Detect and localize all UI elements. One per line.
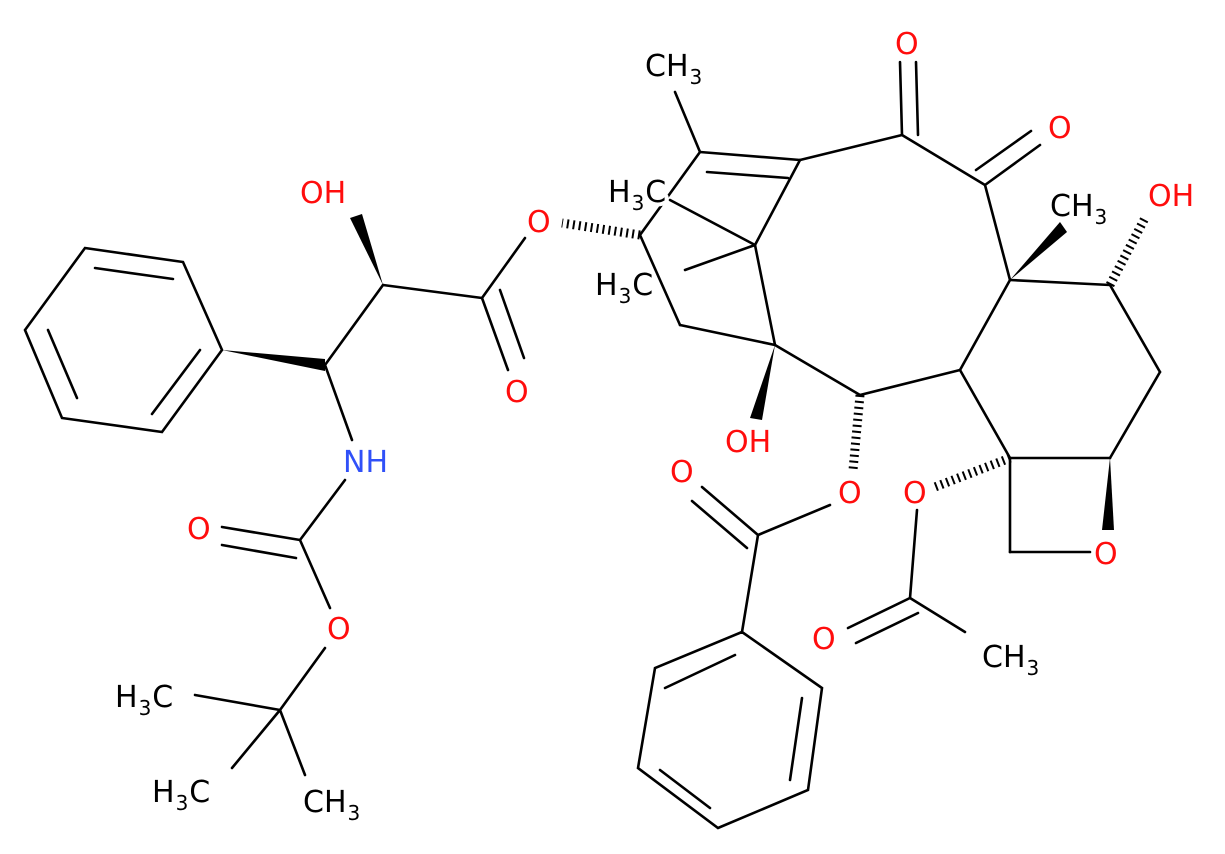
atom-label: CH <box>982 640 1026 675</box>
atom-label: OH <box>1148 179 1194 214</box>
stereo-bonds <box>222 214 1149 530</box>
atom-subscript: 3 <box>619 284 632 308</box>
atom-label: O <box>187 512 211 547</box>
atom-subscript: 3 <box>176 791 189 815</box>
atom-label: H <box>152 775 175 810</box>
atom-subscript: 3 <box>690 65 703 89</box>
atom-label: H <box>115 680 138 715</box>
atom-label: C <box>152 680 173 715</box>
atom-subscript: 3 <box>1027 656 1040 680</box>
atom-label: CH <box>1050 189 1094 224</box>
atom-label: O <box>812 622 836 657</box>
atom-label: O <box>895 27 919 62</box>
atom-label: C <box>632 268 653 303</box>
atom-label: CH <box>303 785 347 820</box>
bonds <box>23 60 1162 830</box>
atom-label: O <box>505 375 529 410</box>
atom-label: C <box>645 175 666 210</box>
atom-label: O <box>670 455 694 490</box>
atom-label: H <box>608 175 631 210</box>
atom-label: H <box>595 268 618 303</box>
atom-label: O <box>1048 111 1072 146</box>
atom-label: C <box>189 775 210 810</box>
atom-subscript: 3 <box>632 191 645 215</box>
atom-label: CH <box>645 49 689 84</box>
atom-label: NH <box>343 445 388 480</box>
atom-subscript: 3 <box>139 696 152 720</box>
atom-label: O <box>527 205 551 240</box>
atom-label: OH <box>300 176 346 211</box>
atom-label: O <box>327 612 351 647</box>
atom-subscript: 3 <box>1095 205 1108 229</box>
atom-label: O <box>1094 537 1118 572</box>
atom-label: OH <box>725 425 771 460</box>
atom-label: O <box>903 476 927 511</box>
atom-label: O <box>838 476 862 511</box>
atom-subscript: 3 <box>348 801 361 825</box>
